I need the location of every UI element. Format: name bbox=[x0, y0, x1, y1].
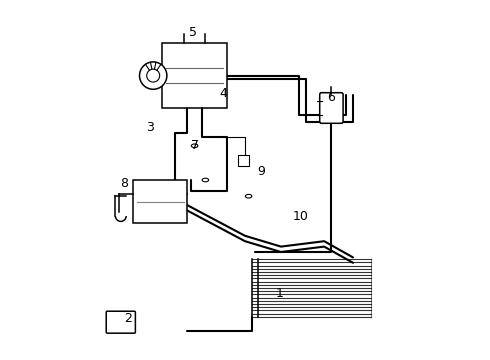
Text: 3: 3 bbox=[146, 121, 153, 134]
Ellipse shape bbox=[202, 178, 209, 182]
Text: 9: 9 bbox=[257, 165, 265, 177]
Text: 5: 5 bbox=[189, 26, 197, 39]
Text: 1: 1 bbox=[275, 287, 283, 300]
Bar bbox=[238, 155, 248, 166]
FancyBboxPatch shape bbox=[106, 311, 135, 333]
Text: 6: 6 bbox=[327, 91, 335, 104]
Bar bbox=[162, 43, 227, 108]
Text: 2: 2 bbox=[124, 312, 132, 325]
FancyBboxPatch shape bbox=[319, 93, 343, 123]
Ellipse shape bbox=[192, 144, 198, 148]
Text: 8: 8 bbox=[121, 177, 128, 190]
Circle shape bbox=[140, 62, 167, 89]
Text: 4: 4 bbox=[220, 87, 227, 100]
Circle shape bbox=[147, 69, 160, 82]
Bar bbox=[133, 180, 187, 223]
Text: 7: 7 bbox=[191, 139, 198, 152]
Text: 10: 10 bbox=[293, 210, 309, 222]
Ellipse shape bbox=[245, 194, 252, 198]
